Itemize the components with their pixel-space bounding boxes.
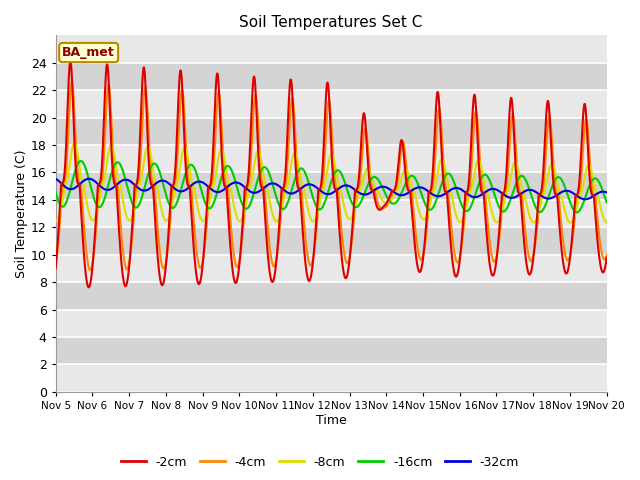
Bar bbox=[56, 227, 607, 255]
Bar bbox=[56, 200, 607, 227]
Bar bbox=[56, 255, 607, 282]
X-axis label: Time: Time bbox=[316, 414, 346, 427]
Bar bbox=[56, 63, 607, 90]
Y-axis label: Soil Temperature (C): Soil Temperature (C) bbox=[15, 149, 28, 278]
Bar bbox=[56, 337, 607, 364]
Bar bbox=[56, 145, 607, 172]
Text: BA_met: BA_met bbox=[62, 46, 115, 59]
Bar bbox=[56, 282, 607, 310]
Bar bbox=[56, 172, 607, 200]
Bar bbox=[56, 118, 607, 145]
Bar bbox=[56, 364, 607, 392]
Bar bbox=[56, 310, 607, 337]
Bar bbox=[56, 36, 607, 63]
Title: Soil Temperatures Set C: Soil Temperatures Set C bbox=[239, 15, 423, 30]
Legend: -2cm, -4cm, -8cm, -16cm, -32cm: -2cm, -4cm, -8cm, -16cm, -32cm bbox=[116, 451, 524, 474]
Bar bbox=[56, 90, 607, 118]
